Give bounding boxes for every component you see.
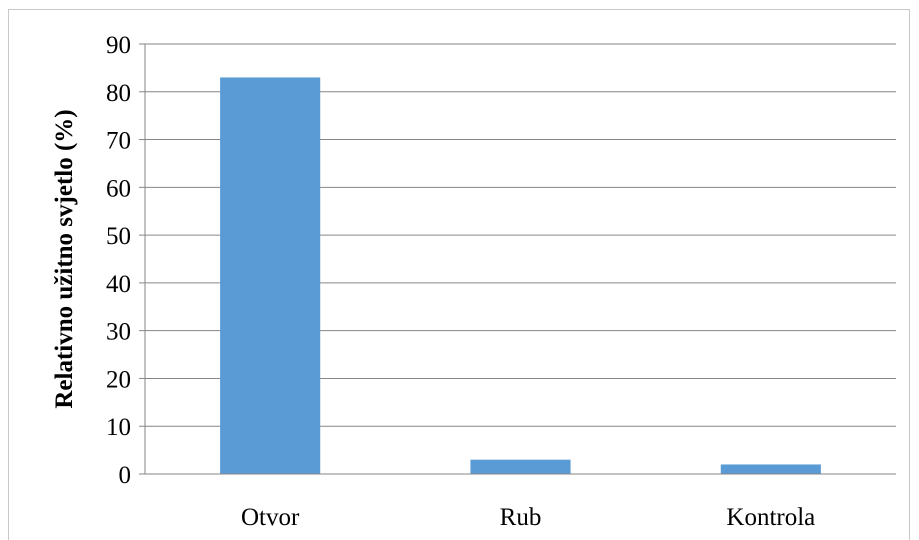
x-tick-label-rub: Rub	[500, 504, 542, 531]
y-tick-label-0: 0	[119, 462, 132, 489]
bar-otvor	[220, 77, 321, 474]
y-tick-label-40: 40	[106, 271, 131, 298]
bars	[220, 77, 821, 474]
bar-kontrola	[720, 464, 821, 474]
chart-frame	[8, 9, 910, 540]
y-tick-label-70: 70	[106, 128, 131, 155]
y-tick-labels: 0 10 20 30 40 50 60 70 80 90	[106, 32, 131, 489]
axes	[139, 43, 896, 475]
y-axis-title: Relativno užitno svjetlo (%)	[51, 109, 78, 408]
y-tick-label-90: 90	[106, 32, 131, 59]
x-tick-label-otvor: Otvor	[241, 504, 300, 531]
x-tick-label-kontrola: Kontrola	[726, 504, 815, 531]
y-tick-label-30: 30	[106, 319, 131, 346]
y-tick-label-50: 50	[106, 223, 131, 250]
y-tick-label-20: 20	[106, 366, 131, 393]
x-tick-labels: Otvor Rub Kontrola	[241, 504, 815, 531]
y-tick-label-60: 60	[106, 175, 131, 202]
y-tick-label-80: 80	[106, 80, 131, 107]
bar-rub	[470, 459, 571, 474]
y-tick-label-10: 10	[106, 414, 131, 441]
